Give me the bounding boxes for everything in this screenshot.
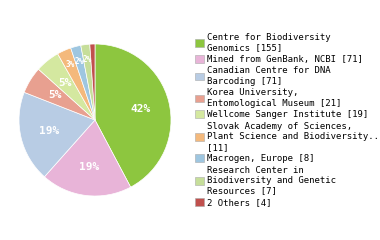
Wedge shape <box>38 54 95 120</box>
Wedge shape <box>44 120 131 196</box>
Wedge shape <box>81 44 95 120</box>
Wedge shape <box>19 92 95 177</box>
Wedge shape <box>90 44 95 120</box>
Text: 42%: 42% <box>131 104 151 114</box>
Text: 2%: 2% <box>75 57 84 66</box>
Legend: Centre for Biodiversity
Genomics [155], Mined from GenBank, NCBI [71], Canadian : Centre for Biodiversity Genomics [155], … <box>195 33 380 207</box>
Wedge shape <box>58 48 95 120</box>
Text: 2%: 2% <box>82 55 92 64</box>
Wedge shape <box>71 45 95 120</box>
Text: 19%: 19% <box>79 162 100 172</box>
Text: 3%: 3% <box>66 60 75 69</box>
Text: 5%: 5% <box>59 78 72 88</box>
Text: 5%: 5% <box>48 90 62 100</box>
Text: 19%: 19% <box>39 126 59 136</box>
Wedge shape <box>95 44 171 187</box>
Wedge shape <box>24 69 95 120</box>
